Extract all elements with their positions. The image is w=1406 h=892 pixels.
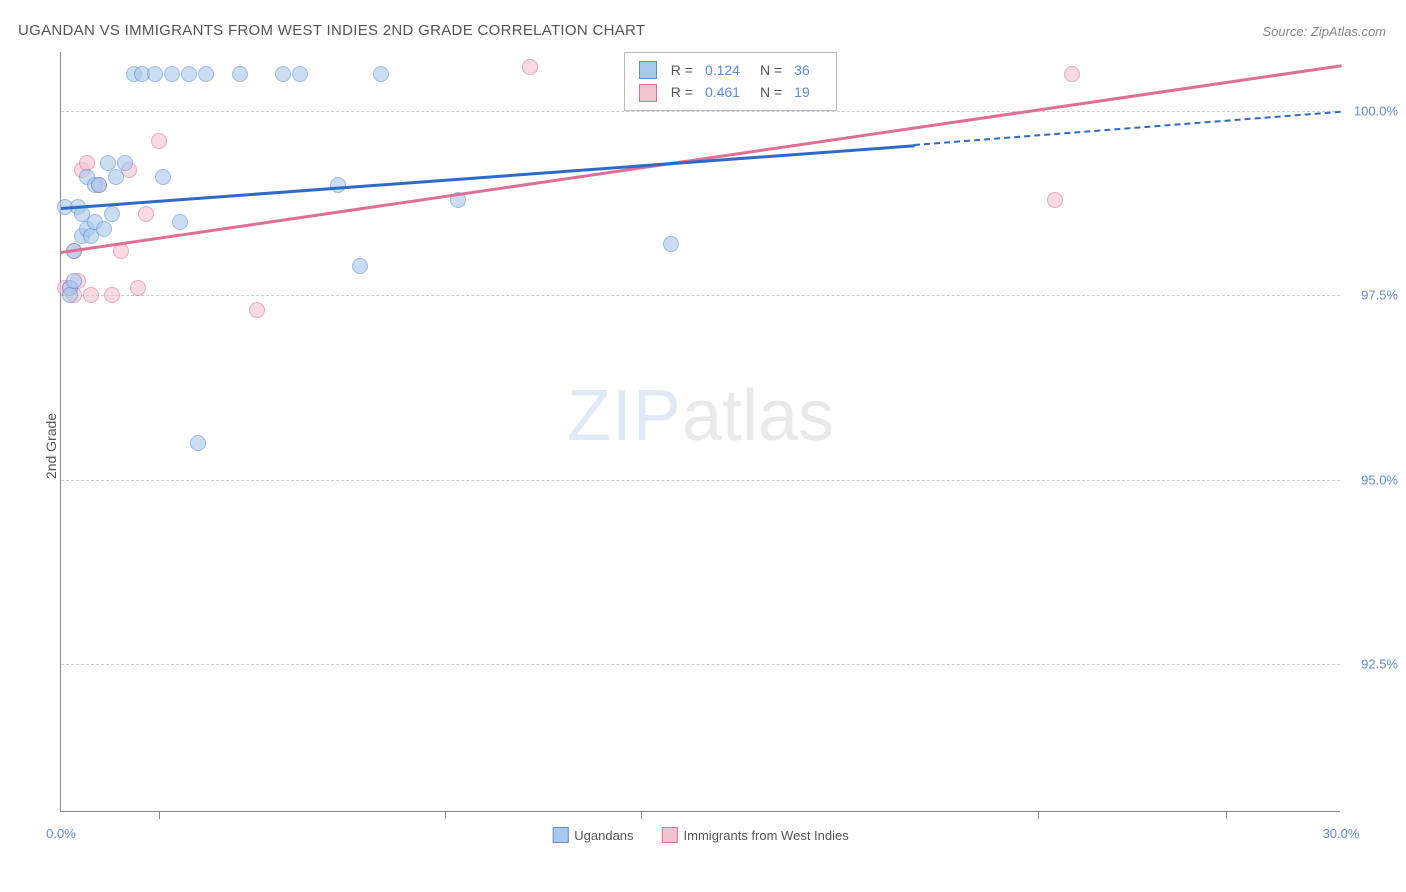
scatter-point	[147, 66, 163, 82]
legend-bottom: Ugandans Immigrants from West Indies	[552, 827, 848, 843]
scatter-point	[79, 155, 95, 171]
stat-n-ugandans: 36	[794, 59, 810, 81]
legend-swatch-ugandans	[552, 827, 568, 843]
scatter-point	[91, 177, 107, 193]
scatter-point	[198, 66, 214, 82]
scatter-point	[522, 59, 538, 75]
scatter-point	[164, 66, 180, 82]
y-axis-label: 2nd Grade	[43, 413, 59, 479]
scatter-point	[1064, 66, 1080, 82]
x-tick-label: 0.0%	[46, 826, 76, 841]
scatter-point	[181, 66, 197, 82]
stat-legend: R = 0.124 N = 36 R = 0.461 N = 19	[624, 52, 837, 111]
x-tick	[641, 811, 642, 819]
stat-r-label: R =	[671, 59, 693, 81]
scatter-point	[1047, 192, 1063, 208]
gridline-h	[61, 295, 1340, 296]
x-tick	[445, 811, 446, 819]
scatter-point	[83, 287, 99, 303]
y-tick-label: 100.0%	[1354, 104, 1398, 119]
scatter-point	[330, 177, 346, 193]
y-tick-label: 97.5%	[1361, 288, 1398, 303]
scatter-point	[130, 280, 146, 296]
scatter-point	[275, 66, 291, 82]
scatter-point	[663, 236, 679, 252]
stat-swatch-westindies	[639, 84, 657, 102]
scatter-point	[117, 155, 133, 171]
x-tick-label: 30.0%	[1323, 826, 1360, 841]
stat-n-westindies: 19	[794, 81, 810, 103]
stat-row-ugandans: R = 0.124 N = 36	[639, 59, 822, 81]
trendline	[61, 144, 915, 209]
stat-r-westindies: 0.461	[705, 81, 740, 103]
stat-r-label: R =	[671, 81, 693, 103]
legend-swatch-westindies	[662, 827, 678, 843]
scatter-point	[292, 66, 308, 82]
stat-n-label: N =	[760, 81, 782, 103]
scatter-point	[249, 302, 265, 318]
watermark: ZIPatlas	[567, 375, 834, 457]
legend-label-ugandans: Ugandans	[574, 828, 633, 843]
scatter-point	[104, 206, 120, 222]
gridline-h	[61, 480, 1340, 481]
scatter-point	[232, 66, 248, 82]
y-tick-label: 95.0%	[1361, 472, 1398, 487]
gridline-h	[61, 664, 1340, 665]
scatter-point	[138, 206, 154, 222]
x-tick	[1226, 811, 1227, 819]
scatter-point	[352, 258, 368, 274]
watermark-zip: ZIP	[567, 376, 682, 456]
scatter-point	[155, 169, 171, 185]
scatter-point	[190, 435, 206, 451]
legend-item-ugandans: Ugandans	[552, 827, 633, 843]
gridline-h	[61, 111, 1340, 112]
scatter-point	[373, 66, 389, 82]
source-credit: Source: ZipAtlas.com	[1262, 24, 1386, 39]
x-tick	[1038, 811, 1039, 819]
stat-row-westindies: R = 0.461 N = 19	[639, 81, 822, 103]
chart-title: UGANDAN VS IMMIGRANTS FROM WEST INDIES 2…	[18, 22, 645, 39]
stat-r-ugandans: 0.124	[705, 59, 740, 81]
scatter-point	[66, 273, 82, 289]
legend-label-westindies: Immigrants from West Indies	[684, 828, 849, 843]
scatter-point	[104, 287, 120, 303]
scatter-point	[108, 169, 124, 185]
stat-n-label: N =	[760, 59, 782, 81]
y-tick-label: 92.5%	[1361, 657, 1398, 672]
scatter-point	[151, 133, 167, 149]
scatter-point	[62, 287, 78, 303]
plot-area: ZIPatlas R = 0.124 N = 36 R = 0.461 N = …	[60, 52, 1340, 812]
scatter-point	[100, 155, 116, 171]
legend-item-westindies: Immigrants from West Indies	[662, 827, 849, 843]
watermark-atlas: atlas	[682, 376, 834, 456]
x-tick	[159, 811, 160, 819]
correlation-chart: UGANDAN VS IMMIGRANTS FROM WEST INDIES 2…	[0, 0, 1406, 892]
scatter-point	[96, 221, 112, 237]
scatter-point	[172, 214, 188, 230]
stat-swatch-ugandans	[639, 61, 657, 79]
